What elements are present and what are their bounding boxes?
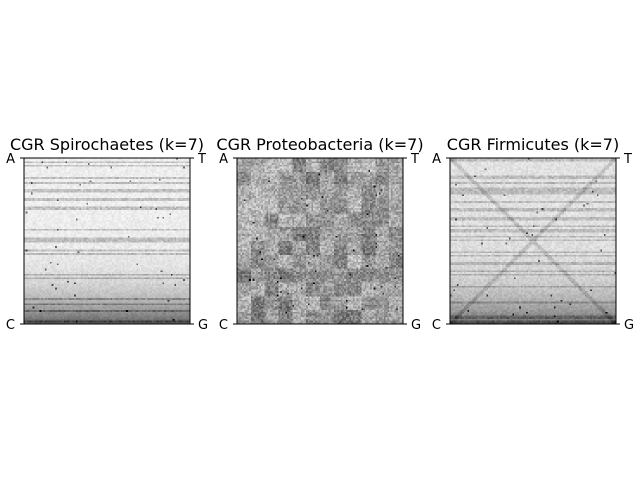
corner-label-bottom-left: C [6, 318, 15, 333]
corner-label-bottom-right: G [411, 318, 421, 333]
plot-frame [236, 157, 404, 325]
corner-label-top-left: A [6, 152, 15, 167]
cgr-panel-2: CGR Proteobacteria (k=7)A C T G [216, 135, 423, 333]
cgr-heatmap [237, 158, 403, 324]
panel-title: CGR Firmicutes (k=7) [447, 135, 619, 154]
cgr-heatmap [450, 158, 616, 324]
corner-label-bottom-right: G [198, 318, 208, 333]
panel-title: CGR Spirochaetes (k=7) [10, 135, 204, 154]
corner-label-top-left: A [432, 152, 441, 167]
corner-label-bottom-left: C [432, 318, 441, 333]
corner-label-top-left: A [219, 152, 228, 167]
cgr-panel-1: CGR Spirochaetes (k=7)A C T G [6, 135, 208, 333]
plot-frame [449, 157, 617, 325]
corner-label-top-right: T [197, 152, 206, 167]
plot-frame [23, 157, 191, 325]
corner-label-bottom-left: C [219, 318, 228, 333]
cgr-panel-3: CGR Firmicutes (k=7) A C T G [432, 135, 634, 333]
panel-title: CGR Proteobacteria (k=7) [216, 135, 423, 154]
corner-label-bottom-right: G [624, 318, 634, 333]
corner-label-top-right: T [410, 152, 419, 167]
cgr-heatmap [24, 158, 190, 324]
corner-label-top-right: T [623, 152, 632, 167]
